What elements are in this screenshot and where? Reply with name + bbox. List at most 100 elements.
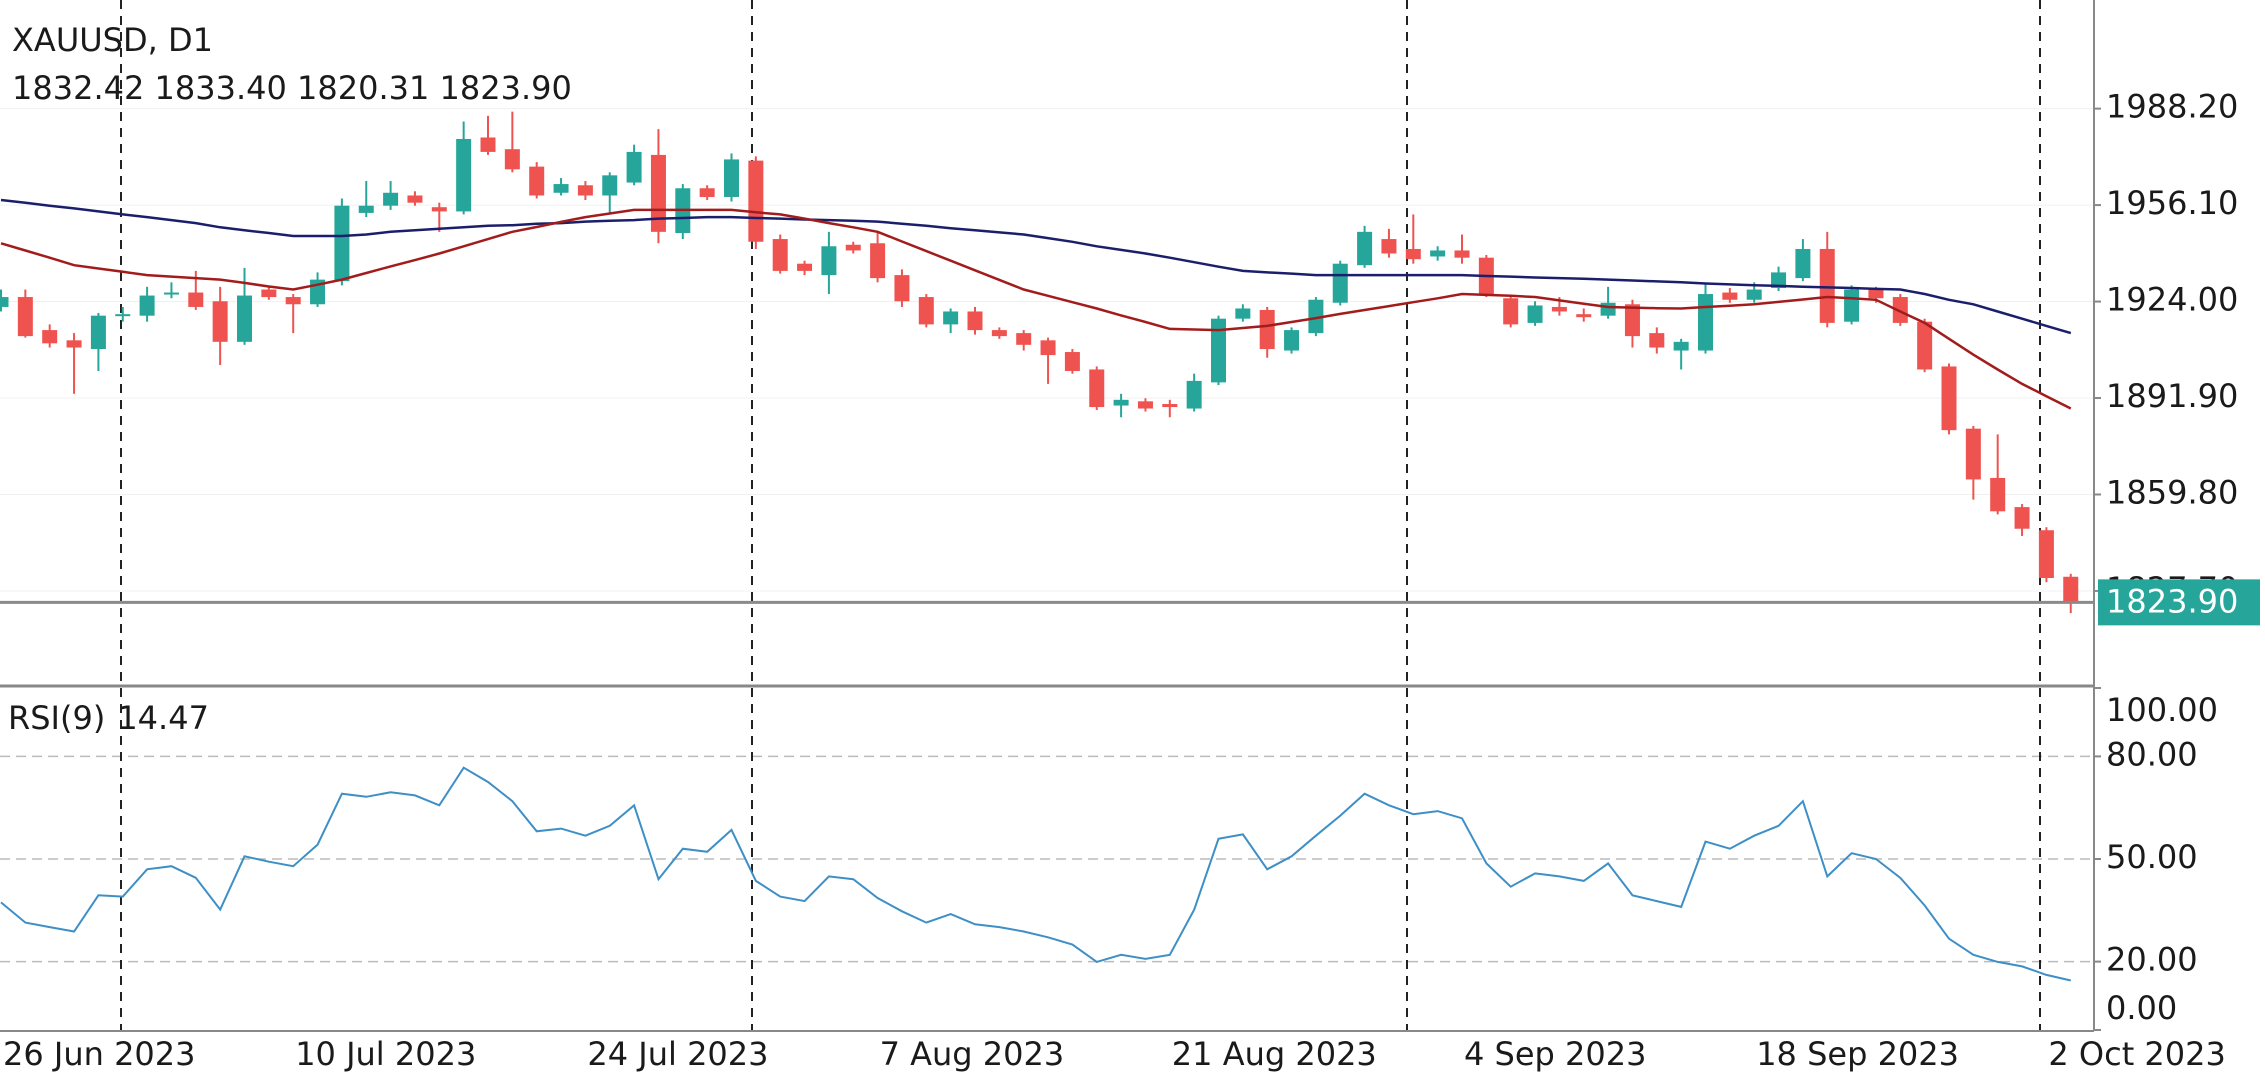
x-tick-label: 21 Aug 2023	[1172, 1035, 1377, 1073]
candle-body	[1113, 399, 1129, 406]
y-tick-label: 20.00	[2106, 941, 2198, 979]
y-tick-label: 1859.80	[2106, 473, 2238, 511]
y-tick-label: 50.00	[2106, 838, 2198, 876]
y-tick-label: 1891.90	[2106, 377, 2238, 415]
candle-body	[480, 137, 496, 152]
rsi-value: 14.47	[117, 699, 209, 737]
candle-body	[967, 311, 983, 331]
chart-title: XAUUSD, D1	[12, 21, 213, 59]
candle-body	[943, 311, 959, 325]
candle-body	[1357, 231, 1373, 266]
candle-body	[577, 185, 593, 196]
price-label: 1823.90	[2106, 582, 2238, 620]
candle-body	[1965, 428, 1981, 480]
candle-body	[1624, 304, 1640, 337]
candle-body	[0, 297, 9, 307]
candle-body	[1551, 306, 1567, 312]
x-tick-label: 2 Oct 2023	[2048, 1035, 2225, 1073]
candle-body	[383, 192, 399, 206]
candle-body	[115, 314, 131, 317]
candle-body	[1162, 404, 1178, 408]
candle-body	[358, 205, 374, 213]
y-tick-label: 1988.20	[2106, 88, 2238, 126]
candle-body	[797, 263, 813, 271]
x-tick-label: 26 Jun 2023	[3, 1035, 196, 1073]
candle-body	[1892, 297, 1908, 323]
candle-body	[870, 243, 886, 279]
candle-body	[261, 289, 277, 298]
candle-body	[1259, 309, 1275, 350]
candle-body	[1381, 239, 1397, 254]
candle-body	[1527, 305, 1543, 323]
candle-body	[1332, 263, 1348, 303]
candle-body	[163, 292, 179, 295]
candle-body	[2014, 507, 2030, 529]
candle-body	[1308, 299, 1324, 334]
candle-body	[1819, 248, 1835, 323]
candle-body	[139, 295, 155, 316]
candle-body	[2038, 530, 2054, 579]
candle-body	[1016, 333, 1032, 345]
y-tick-label: 1924.00	[2106, 281, 2238, 319]
candle-body	[1576, 314, 1592, 318]
rsi-line	[0, 766, 2072, 982]
candle-body	[1600, 302, 1616, 316]
candle-body	[626, 151, 642, 183]
candle-body	[1405, 248, 1421, 260]
candle-body	[894, 275, 910, 302]
candle-body	[1430, 250, 1446, 257]
background: 1827.701859.801891.901924.001956.101988.…	[0, 88, 2238, 1031]
rsi-header: RSI(9) 14.47	[8, 699, 209, 737]
candle-body	[1868, 289, 1884, 299]
candle-body	[1040, 340, 1056, 356]
candle-body	[529, 166, 545, 196]
candle-body	[1722, 292, 1738, 300]
candle-body	[650, 154, 666, 232]
candle-body	[1649, 333, 1665, 348]
price-label-box	[2098, 579, 2260, 626]
candle-body	[1771, 272, 1787, 289]
candle-body	[1917, 321, 1933, 370]
candle-body	[1698, 294, 1713, 351]
candle-body	[1941, 366, 1957, 431]
candle-body	[1089, 369, 1105, 408]
candle-body	[66, 340, 82, 348]
moving-average	[0, 208, 2072, 410]
candle-body	[504, 149, 520, 170]
candle-body	[553, 184, 569, 193]
candle-body	[285, 297, 301, 305]
candle-body	[1137, 401, 1153, 409]
candle-body	[456, 138, 472, 212]
candle-body	[188, 292, 204, 307]
x-tick-label: 24 Jul 2023	[587, 1035, 768, 1073]
candle-body	[1746, 289, 1762, 300]
candle-body	[1503, 298, 1519, 325]
candle-body	[1186, 380, 1202, 409]
candle-body	[90, 315, 106, 350]
y-tick-label: 100.00	[2106, 691, 2218, 729]
candle-body	[1990, 477, 2006, 512]
candle-body	[42, 330, 58, 344]
ohlc-label: 1832.42 1833.40 1820.31 1823.90	[12, 69, 572, 107]
candle-body	[1844, 289, 1860, 322]
y-tick-label: 80.00	[2106, 735, 2198, 773]
candle-body	[1235, 308, 1251, 319]
plot	[0, 111, 2094, 982]
candle-body	[1454, 250, 1470, 258]
candle-body	[1673, 341, 1689, 351]
candle-body	[772, 239, 788, 271]
candle-body	[724, 159, 739, 197]
moving-average	[0, 198, 2072, 335]
x-tick-label: 4 Sep 2023	[1464, 1035, 1646, 1073]
candle-body	[407, 195, 423, 203]
candle-body	[1064, 352, 1080, 371]
candle-body	[237, 295, 252, 342]
y-tick-label: 0.00	[2106, 989, 2177, 1027]
candle-body	[991, 330, 1007, 337]
rsi-title: RSI(9)	[8, 699, 105, 737]
candle-body	[1284, 330, 1300, 351]
candle-body	[1795, 248, 1811, 279]
candle-body	[845, 244, 861, 251]
candle-body	[821, 246, 837, 276]
